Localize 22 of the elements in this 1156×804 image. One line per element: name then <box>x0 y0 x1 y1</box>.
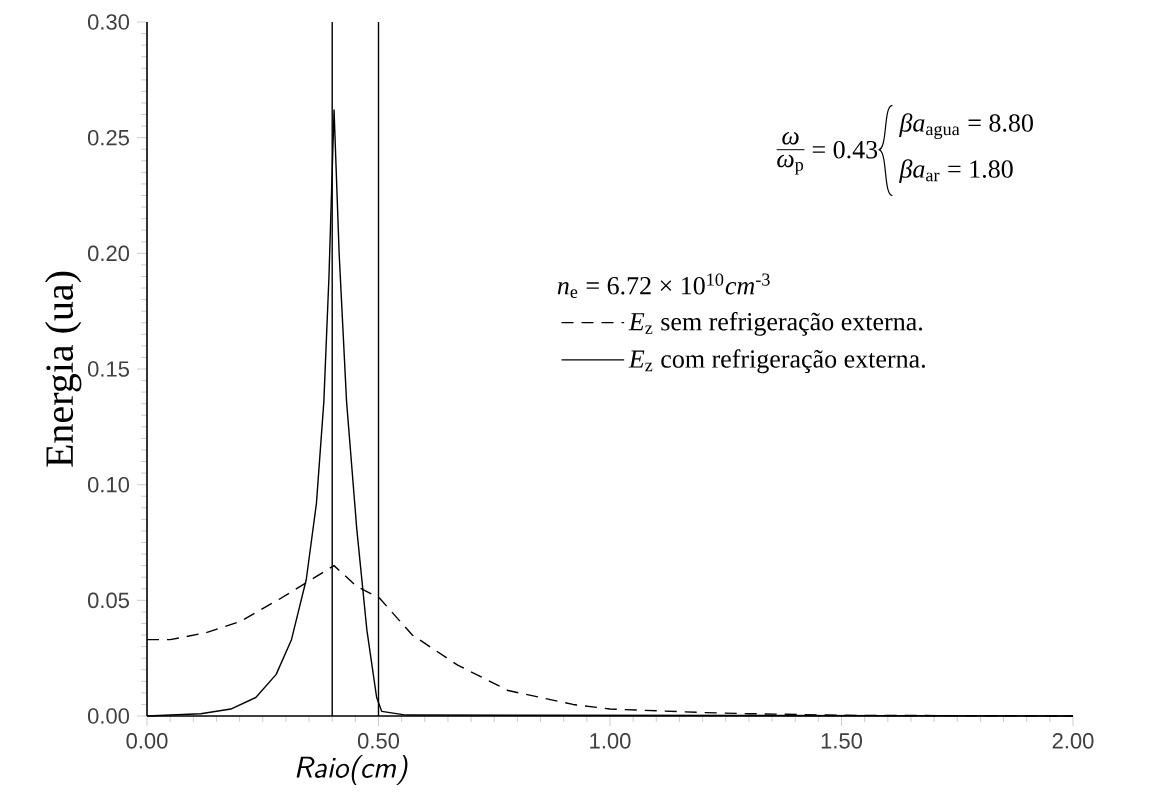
x-tick-label: 1.50 <box>821 733 863 749</box>
annotation: n$_{e}$ = 6.72 × 10$^{10}$cm$^{-3}$ <box>557 273 770 299</box>
y-tick-label: 0.05 <box>87 592 129 609</box>
y-tick-label: 0.00 <box>87 708 130 724</box>
legend-label: E$_{z}$ com refrigeração externa. <box>628 349 925 374</box>
annotation: βa$_{agua}$ = 8.80 <box>899 113 1033 139</box>
annotation: ω$_{p}$ <box>777 154 804 175</box>
y-tick-label: 0.30 <box>87 14 130 30</box>
x-axis-title: Raio(cm) <box>296 755 408 786</box>
y-tick-label: 0.20 <box>87 245 130 262</box>
x-tick-label: 1.00 <box>590 733 631 749</box>
y-axis-title: Energia (ua) <box>44 271 82 467</box>
y-tick-label: 0.15 <box>87 361 129 377</box>
x-tick-label: 0.00 <box>126 733 168 749</box>
annotation: ω <box>782 132 799 145</box>
annotation: βa$_{ar}$ = 1.80 <box>899 159 1013 184</box>
legend-label: E$_{z}$ sem refrigeração externa. <box>628 311 923 336</box>
annotation: = 0.43 <box>812 140 878 159</box>
y-tick-label: 0.10 <box>87 476 130 493</box>
x-tick-label: 2.00 <box>1052 733 1094 749</box>
x-tick-label: 0.50 <box>357 733 400 749</box>
y-tick-label: 0.25 <box>87 129 129 146</box>
